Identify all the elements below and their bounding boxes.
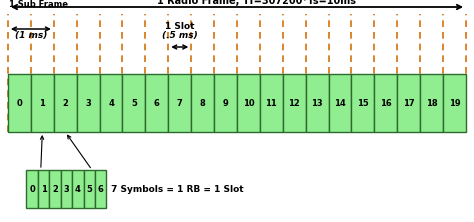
Bar — [328, 74, 352, 132]
Bar — [260, 74, 283, 132]
Text: 3: 3 — [64, 184, 69, 194]
Text: 1: 1 — [39, 99, 46, 107]
Bar — [306, 74, 328, 132]
Bar — [8, 74, 31, 132]
Text: 1 Sub Frame: 1 Sub Frame — [9, 0, 68, 9]
Text: 19: 19 — [449, 99, 460, 107]
Text: 18: 18 — [426, 99, 438, 107]
Bar — [168, 74, 191, 132]
Bar — [38, 170, 49, 208]
Text: 7: 7 — [177, 99, 182, 107]
Text: 10: 10 — [243, 99, 254, 107]
Text: 3: 3 — [85, 99, 91, 107]
Bar — [83, 170, 95, 208]
Bar — [443, 74, 466, 132]
Bar — [214, 74, 237, 132]
Bar — [146, 74, 168, 132]
Bar — [95, 170, 107, 208]
Text: 13: 13 — [311, 99, 323, 107]
Bar — [191, 74, 214, 132]
Text: 0: 0 — [17, 99, 22, 107]
Bar — [237, 74, 260, 132]
Text: 5: 5 — [86, 184, 92, 194]
Text: 6: 6 — [98, 184, 104, 194]
Text: 4: 4 — [75, 184, 81, 194]
Text: 8: 8 — [200, 99, 206, 107]
Text: 16: 16 — [380, 99, 392, 107]
Text: 14: 14 — [334, 99, 346, 107]
Bar — [31, 74, 54, 132]
Bar — [27, 170, 38, 208]
Text: 4: 4 — [108, 99, 114, 107]
Text: 2: 2 — [52, 184, 58, 194]
Bar — [397, 74, 420, 132]
Text: 17: 17 — [403, 99, 415, 107]
Bar — [352, 74, 374, 132]
Bar — [374, 74, 397, 132]
Bar — [420, 74, 443, 132]
Text: (.5 ms): (.5 ms) — [162, 31, 198, 40]
Bar — [72, 170, 83, 208]
Bar — [77, 74, 100, 132]
Bar — [61, 170, 72, 208]
Text: 12: 12 — [288, 99, 300, 107]
Text: 1 Slot: 1 Slot — [165, 22, 194, 31]
Text: 1 Radio Frame, Tf=307200*Ts=10ms: 1 Radio Frame, Tf=307200*Ts=10ms — [157, 0, 356, 6]
Text: 0: 0 — [29, 184, 35, 194]
Text: 5: 5 — [131, 99, 137, 107]
Text: 7 Symbols = 1 RB = 1 Slot: 7 Symbols = 1 RB = 1 Slot — [111, 184, 244, 194]
Text: 15: 15 — [357, 99, 369, 107]
Bar — [122, 74, 146, 132]
Text: (1 ms): (1 ms) — [15, 31, 47, 40]
Text: 9: 9 — [223, 99, 228, 107]
Text: 2: 2 — [62, 99, 68, 107]
Text: 1: 1 — [41, 184, 46, 194]
Text: 6: 6 — [154, 99, 160, 107]
Bar — [283, 74, 306, 132]
Bar — [54, 74, 77, 132]
Bar — [100, 74, 122, 132]
Bar — [49, 170, 61, 208]
Text: 11: 11 — [265, 99, 277, 107]
